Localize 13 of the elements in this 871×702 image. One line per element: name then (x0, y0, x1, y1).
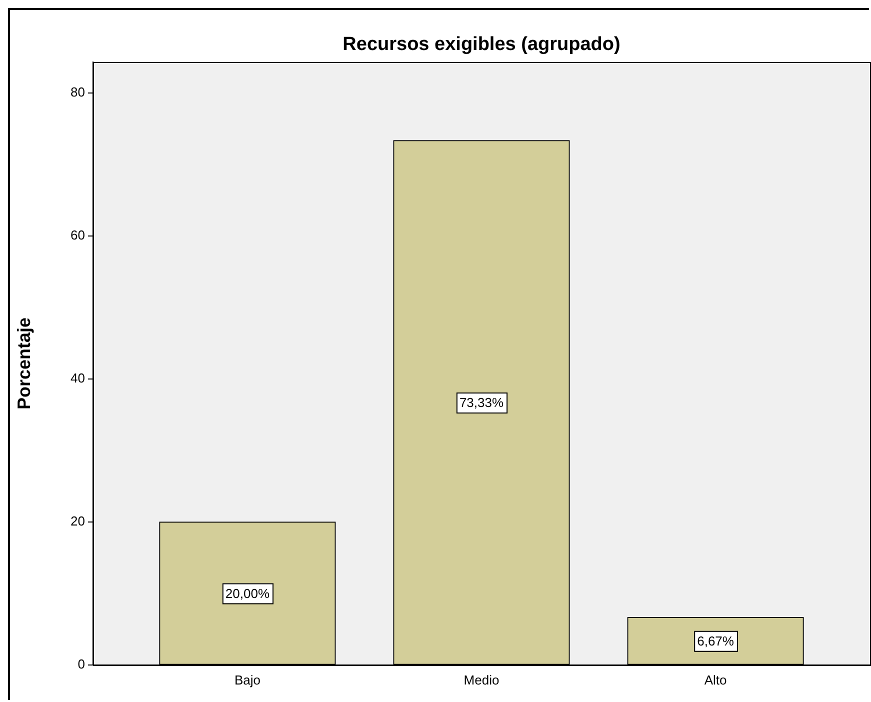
x-tick-label: Bajo (234, 672, 260, 688)
data-label: 73,33% (459, 395, 504, 410)
y-tick-label: 0 (78, 656, 85, 672)
x-tick-label: Alto (704, 672, 727, 688)
y-tick-label: 20 (70, 514, 85, 529)
data-label: 20,00% (225, 586, 270, 601)
y-tick-label: 60 (70, 227, 85, 242)
y-tick-label: 40 (70, 370, 85, 386)
data-label: 6,67% (697, 633, 734, 648)
y-axis-title: Porcentaje (14, 317, 34, 410)
x-tick-label: Medio (464, 672, 500, 688)
chart-title: Recursos exigibles (agrupado) (342, 34, 620, 56)
y-tick-label: 80 (70, 84, 85, 100)
